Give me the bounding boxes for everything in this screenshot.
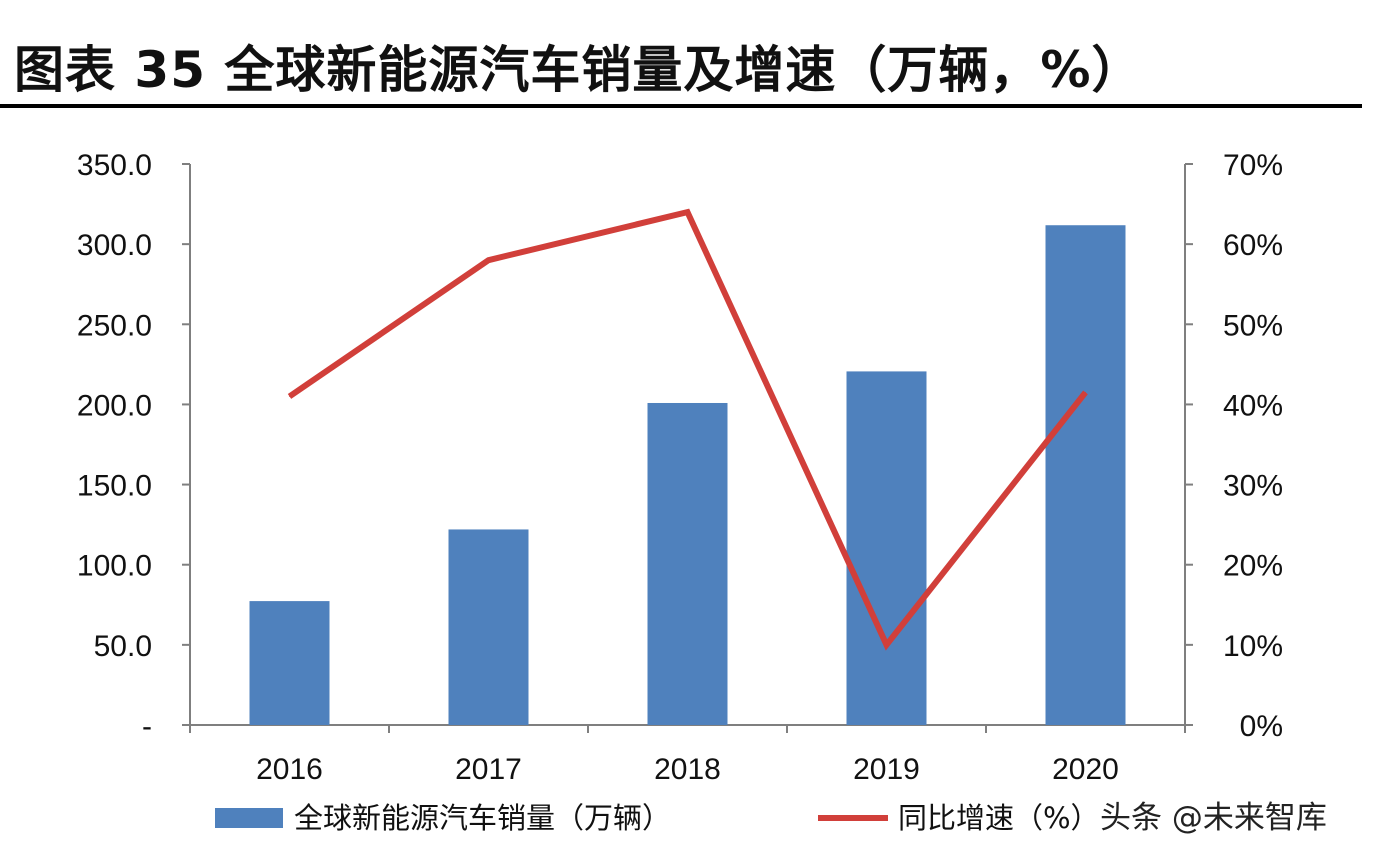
y-right-tick-label: 70% [1223, 149, 1283, 182]
y-right-tick-label: 40% [1223, 389, 1283, 422]
y-left-tick-label: 200.0 [77, 389, 152, 422]
tick-labels: - 50.0 100.0 150.0 200.0 250.0 300.0 350.0 0% 10%… [77, 149, 1283, 786]
watermark: 头条 @未来智库 [1100, 800, 1327, 836]
y-left-tick-label: 350.0 [77, 149, 152, 182]
chart-title: 图表 35 全球新能源汽车销量及增速（万辆，%） [14, 41, 1143, 99]
y-right-tick-label: 20% [1223, 550, 1283, 583]
legend-label-line: 同比增速（%） [898, 801, 1100, 835]
y-right-tick-label: 10% [1223, 630, 1283, 663]
bars [249, 225, 1126, 726]
y-left-tick-label: 150.0 [77, 470, 152, 503]
x-tick-label: 2018 [654, 753, 721, 786]
bar [647, 402, 728, 725]
growth-point [687, 211, 688, 213]
y-left-tick-label: 100.0 [77, 550, 152, 583]
y-left-tick-label: 250.0 [77, 309, 152, 342]
y-left-tick-label: 300.0 [77, 229, 152, 262]
bar [448, 529, 529, 725]
growth-point [886, 644, 887, 646]
x-tick-label: 2019 [853, 753, 920, 786]
y-left-tick-label: 50.0 [94, 630, 152, 663]
growth-point [289, 395, 290, 397]
title-rule [0, 104, 1362, 108]
x-tick-label: 2017 [455, 753, 522, 786]
legend-label-bar: 全球新能源汽车销量（万辆） [294, 801, 671, 835]
y-right-tick-label: 60% [1223, 229, 1283, 262]
legend: 全球新能源汽车销量（万辆） 同比增速（%） [215, 801, 1100, 835]
growth-point [1085, 391, 1086, 393]
x-tick-label: 2016 [256, 753, 323, 786]
y-left-tick-label: - [142, 710, 152, 743]
growth-point [488, 259, 489, 261]
bar [1045, 225, 1126, 726]
y-right-tick-label: 50% [1223, 309, 1283, 342]
growth-line [287, 208, 1088, 651]
bar [846, 371, 927, 725]
x-tick-label: 2020 [1052, 753, 1119, 786]
legend-swatch-bar [215, 808, 283, 828]
y-right-tick-label: 30% [1223, 470, 1283, 503]
y-right-tick-label: 0% [1240, 710, 1283, 743]
bar [249, 601, 330, 725]
